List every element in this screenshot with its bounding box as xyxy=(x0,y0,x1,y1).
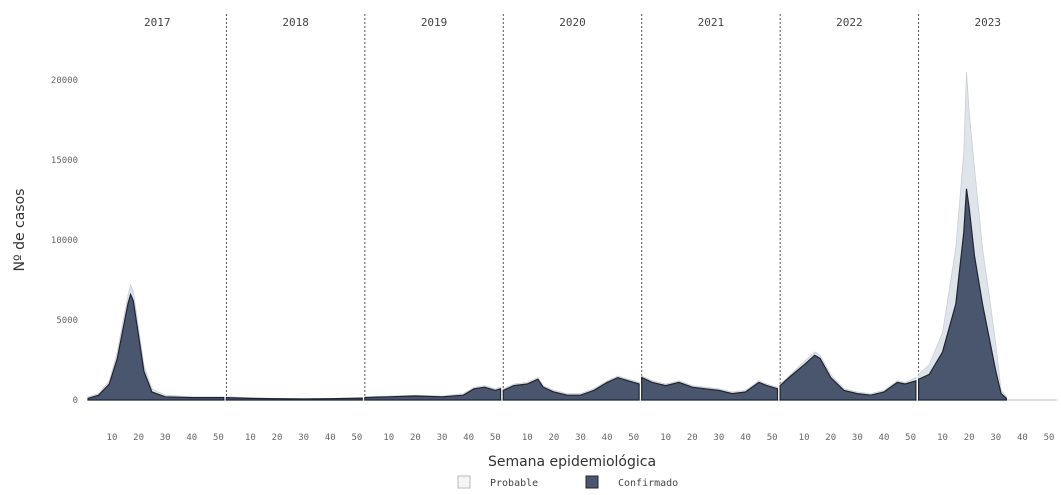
legend-label-probable: Probable xyxy=(490,478,538,489)
x-axis-ticks: 10 20 30 40 50 10 20 30 40 50 10 20 30 40 50 10 20 30 40 50… xyxy=(107,433,1055,443)
x-tick-label: 30 xyxy=(852,433,863,443)
area-confirmado-2019 xyxy=(364,386,502,401)
area-confirmado-2022 xyxy=(779,354,917,401)
facet-year-label: 2019 xyxy=(421,16,448,29)
area-series xyxy=(87,71,1007,401)
x-tick-label: 50 xyxy=(1044,433,1055,443)
legend-swatch-probable xyxy=(457,475,471,489)
area-confirmado-2018 xyxy=(225,396,363,401)
x-tick-label: 50 xyxy=(490,433,501,443)
x-tick-label: 30 xyxy=(990,433,1001,443)
area-confirmado-2020 xyxy=(502,376,640,401)
x-tick-label: 50 xyxy=(213,433,224,443)
x-tick-label: 20 xyxy=(272,433,283,443)
y-tick-label: 20000 xyxy=(51,76,78,86)
y-tick-label: 10000 xyxy=(51,236,78,246)
x-tick-label: 50 xyxy=(905,433,916,443)
y-tick-label: 5000 xyxy=(56,316,78,326)
x-tick-label: 10 xyxy=(799,433,810,443)
area-confirmado-2017 xyxy=(87,292,225,401)
legend: Probable Confirmado xyxy=(457,475,678,489)
facet-year-label: 2023 xyxy=(975,16,1002,29)
facet-year-label: 2020 xyxy=(559,16,586,29)
y-axis-title: Nº de casos xyxy=(12,189,28,272)
x-tick-label: 40 xyxy=(602,433,613,443)
x-tick-label: 10 xyxy=(383,433,394,443)
x-tick-label: 30 xyxy=(298,433,309,443)
x-tick-label: 50 xyxy=(351,433,362,443)
x-tick-label: 20 xyxy=(410,433,421,443)
legend-swatch-confirmado xyxy=(585,475,599,489)
x-tick-label: 20 xyxy=(964,433,975,443)
legend-label-confirmado: Confirmado xyxy=(618,478,678,489)
x-tick-label: 20 xyxy=(133,433,144,443)
area-probable-2017 xyxy=(87,283,225,401)
x-tick-label: 10 xyxy=(245,433,256,443)
x-tick-label: 50 xyxy=(628,433,639,443)
facet-year-labels: 2017 2018 2019 2020 2021 2022 2023 xyxy=(144,16,1001,29)
facet-year-label: 2018 xyxy=(282,16,309,29)
x-tick-label: 20 xyxy=(687,433,698,443)
x-tick-label: 50 xyxy=(767,433,778,443)
y-axis-ticks: 0 5000 10000 15000 20000 xyxy=(51,76,78,406)
x-tick-label: 10 xyxy=(522,433,533,443)
x-tick-label: 20 xyxy=(825,433,836,443)
x-tick-label: 40 xyxy=(879,433,890,443)
x-tick-label: 10 xyxy=(660,433,671,443)
x-tick-label: 40 xyxy=(463,433,474,443)
x-tick-label: 40 xyxy=(740,433,751,443)
x-tick-label: 10 xyxy=(107,433,118,443)
y-tick-label: 0 xyxy=(73,396,78,406)
x-tick-label: 10 xyxy=(937,433,948,443)
x-tick-label: 20 xyxy=(548,433,559,443)
facet-dividers xyxy=(88,14,1057,401)
area-confirmado-2021 xyxy=(641,376,779,401)
x-tick-label: 40 xyxy=(186,433,197,443)
facet-year-label: 2021 xyxy=(698,16,725,29)
area-confirmado-2023 xyxy=(918,188,1007,401)
x-tick-label: 30 xyxy=(437,433,448,443)
x-tick-label: 30 xyxy=(575,433,586,443)
facet-year-label: 2022 xyxy=(836,16,863,29)
x-axis-title: Semana epidemiológica xyxy=(488,454,656,470)
facet-year-label: 2017 xyxy=(144,16,171,29)
x-tick-label: 40 xyxy=(1017,433,1028,443)
x-tick-label: 40 xyxy=(325,433,336,443)
y-tick-label: 15000 xyxy=(51,156,78,166)
x-tick-label: 30 xyxy=(713,433,724,443)
x-tick-label: 30 xyxy=(160,433,171,443)
